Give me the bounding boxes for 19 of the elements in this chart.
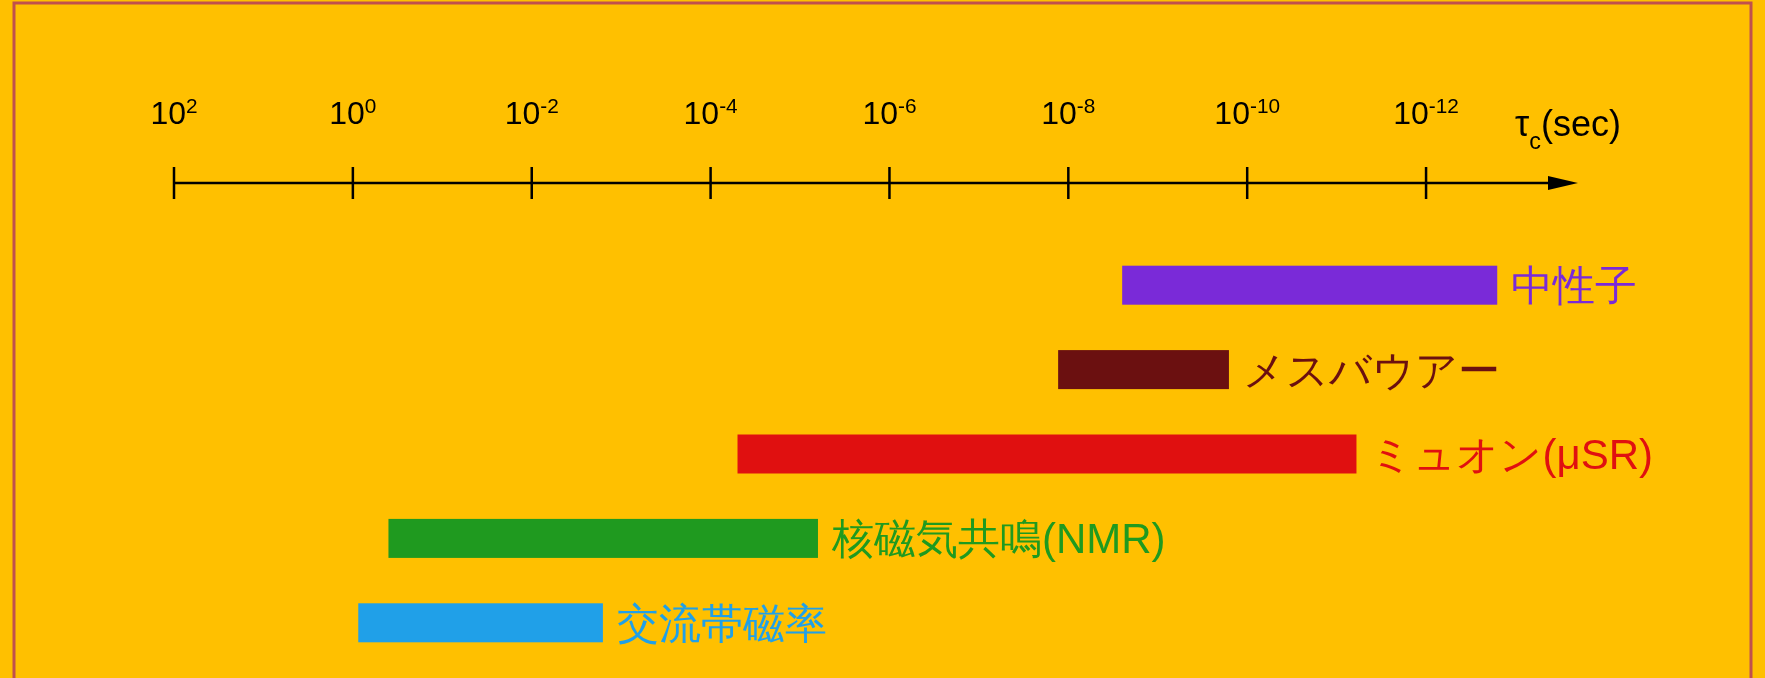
x-tick-label: 10$^{-6}$ — [862, 93, 917, 131]
y-tick-label: メスバウアー — [1242, 346, 1500, 394]
bar — [388, 518, 818, 558]
x-tick-label: 10$^{-2}$ — [504, 93, 559, 131]
x-tick-label: 10$^{-10}$ — [1214, 93, 1281, 131]
x-tick-label: 10$^{-8}$ — [1041, 93, 1096, 131]
bar — [358, 603, 603, 643]
y-tick-label: 核磁気共鳴(NMR) — [830, 515, 1166, 563]
x-tick-label: 10$^{-12}$ — [1393, 93, 1459, 131]
y-tick-label: ミュオン(μSR) — [1370, 431, 1653, 478]
x-tick-label: 10$^{0}$ — [329, 93, 377, 131]
bar — [737, 434, 1357, 474]
x-axis-title: τ$_{c}$(sec) — [1515, 103, 1621, 154]
bar — [1058, 350, 1229, 390]
bar — [1122, 265, 1498, 305]
y-tick-label: 中性子 — [1511, 262, 1638, 310]
y-tick-label: 交流帯磁率 — [616, 599, 827, 647]
x-tick-label: 10$^{-4}$ — [683, 93, 738, 131]
x-tick-label: 10$^{2}$ — [150, 93, 198, 131]
